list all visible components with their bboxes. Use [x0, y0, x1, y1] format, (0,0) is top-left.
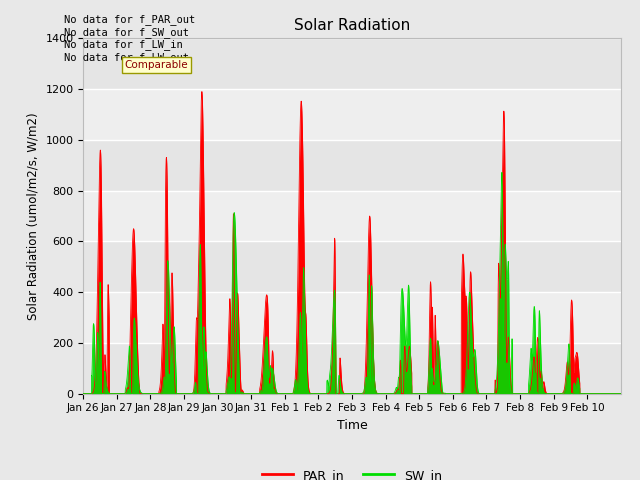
- Text: No data for f_PAR_out
No data for f_SW_out
No data for f_LW_in
No data for f_LW_: No data for f_PAR_out No data for f_SW_o…: [64, 14, 195, 63]
- Bar: [83, 241, 621, 292]
- Bar: [83, 89, 621, 140]
- Bar: [83, 191, 621, 241]
- Title: Solar Radiation: Solar Radiation: [294, 18, 410, 33]
- Text: Comparable: Comparable: [125, 60, 188, 70]
- Bar: [83, 292, 621, 343]
- X-axis label: Time: Time: [337, 419, 367, 432]
- Bar: [83, 38, 621, 89]
- Legend: PAR_in, SW_in: PAR_in, SW_in: [257, 464, 447, 480]
- Bar: [83, 343, 621, 394]
- Bar: [83, 140, 621, 191]
- Y-axis label: Solar Radiation (umol/m2/s, W/m2): Solar Radiation (umol/m2/s, W/m2): [27, 112, 40, 320]
